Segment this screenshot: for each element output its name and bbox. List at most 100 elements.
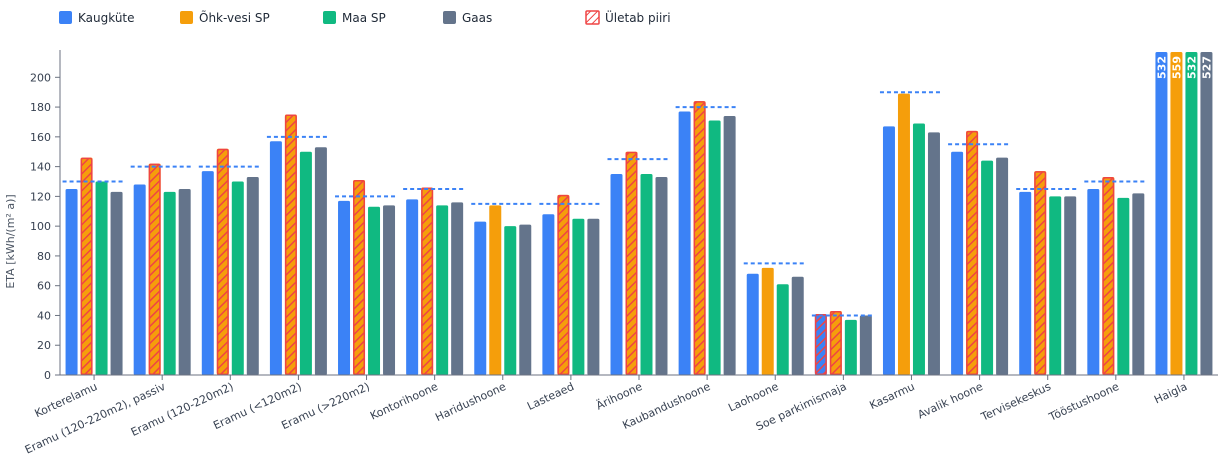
bar[interactable] [65,188,78,375]
x-tick-label: Avalik hoone [916,380,985,422]
bar[interactable] [859,315,872,375]
x-tick-label: Kontorihoone [368,380,440,423]
bar[interactable] [1049,196,1062,375]
y-tick-label: 80 [37,250,51,263]
bar[interactable] [655,177,668,375]
bar-exceeds-overlay [814,313,827,375]
bar[interactable] [610,174,623,375]
bar[interactable] [761,267,774,375]
bar[interactable] [436,205,449,375]
bar[interactable] [314,147,327,375]
bar[interactable] [587,218,600,375]
bar[interactable] [368,206,381,375]
bar[interactable] [1064,196,1077,375]
legend-item[interactable]: Maa SP [323,11,386,25]
bar-exceeds-overlay [1034,171,1047,375]
bar[interactable] [1087,188,1100,375]
y-axis-title: ETA [kWh/(m² a)] [4,194,17,288]
bar[interactable] [1117,197,1130,375]
bar[interactable] [678,111,691,375]
bar[interactable] [246,177,259,375]
bar[interactable] [1132,193,1145,375]
y-tick-label: 200 [30,71,51,84]
legend-label: Gaas [462,11,492,25]
bar[interactable] [163,191,176,375]
bar[interactable] [791,276,804,375]
bar[interactable] [723,116,736,375]
bar[interactable] [519,224,532,375]
bar[interactable] [110,191,123,375]
bar-exceeds-overlay [80,157,93,375]
legend-item[interactable]: Ületab piiri [585,9,671,25]
legend-swatch [585,10,600,25]
bar[interactable] [897,93,910,375]
bar[interactable] [269,141,282,375]
bar[interactable] [572,218,585,375]
bar-data-label: 527 [1200,56,1213,79]
bar-exceeds-overlay [966,130,979,375]
bar[interactable] [996,157,1009,375]
bar[interactable] [383,205,396,375]
y-tick-label: 120 [30,190,51,203]
y-axis: 0 20 40 60 80 100 120 140 160 180 200 ETA [kWh/(m² … [4,50,61,382]
bar-exceeds-overlay [625,151,638,375]
y-tick-label: 20 [37,339,51,352]
bar[interactable] [746,273,759,375]
y-tick-label: 60 [37,280,51,293]
bar[interactable] [927,132,940,375]
legend-swatch [323,11,336,24]
bar[interactable] [1185,52,1198,375]
legend-swatch [59,11,72,24]
bar[interactable] [451,202,464,375]
bar[interactable] [95,181,108,375]
legend-item[interactable]: Gaas [443,11,492,25]
limit-lines [62,91,1148,317]
legend-swatch [180,11,193,24]
bar[interactable] [1200,52,1213,375]
x-tick-label: Tervisekeskus [978,380,1053,424]
legend-item[interactable]: Õhk-vesi SP [180,10,270,25]
bar[interactable] [844,319,857,375]
bar[interactable] [299,151,312,375]
x-tick-label: Ärihoone [594,380,644,413]
legend-label: Õhk-vesi SP [199,10,270,25]
bar[interactable] [1019,191,1032,375]
x-tick-label: Laohoone [726,380,780,415]
y-tick-label: 40 [37,309,51,322]
x-tick-label: Tööstushoone [1046,380,1121,424]
bar[interactable] [981,160,994,375]
bar[interactable] [640,174,653,375]
bar-exceeds-overlay [216,148,229,375]
bar-exceeds-overlay [421,187,434,375]
y-tick-label: 100 [30,220,51,233]
bar[interactable] [201,171,214,375]
bar-exceeds-overlay [353,180,366,375]
bar[interactable] [178,188,191,375]
legend-label: Kaugküte [78,11,135,25]
bars: 532 559 532 527 [65,52,1213,376]
bar-exceeds-overlay [284,114,297,375]
bar[interactable] [133,184,146,375]
legend-item[interactable]: Kaugküte [59,11,135,25]
bar[interactable] [1155,52,1168,375]
bar[interactable] [708,120,721,375]
legend: Kaugküte Õhk-vesi SP Maa SP Gaas Ületab piir… [59,9,671,25]
bar[interactable] [1170,52,1183,375]
bar[interactable] [951,151,964,375]
bar[interactable] [474,221,487,375]
bar[interactable] [489,205,502,375]
bar[interactable] [542,214,555,375]
bar[interactable] [231,181,244,375]
bar[interactable] [912,123,925,375]
bar-data-label: 559 [1170,56,1183,79]
bar[interactable] [776,284,789,375]
bar[interactable] [406,199,419,375]
bar[interactable] [882,126,895,375]
bar-exceeds-overlay [557,194,570,375]
bar[interactable] [504,226,517,375]
bar-exceeds-overlay [829,310,842,375]
bar[interactable] [338,200,351,375]
legend-label: Maa SP [342,11,386,25]
x-tick-label: Haigla [1152,380,1189,407]
